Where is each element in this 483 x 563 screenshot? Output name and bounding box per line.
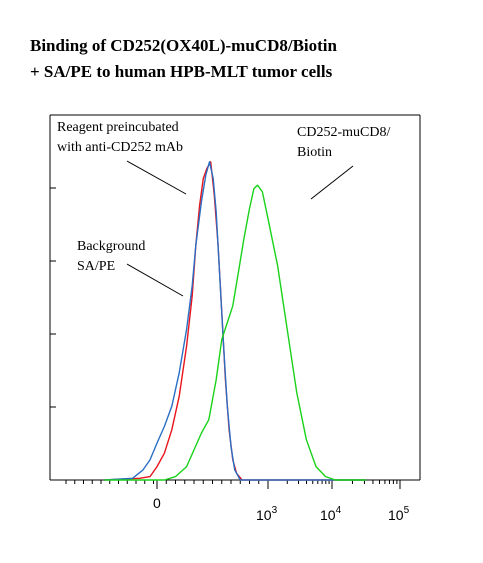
binding-label-line-2: Biotin	[297, 145, 332, 160]
x-tick-label: 105	[388, 505, 410, 523]
chart-title-line-2: + SA/PE to human HPB-MLT tumor cells	[30, 62, 333, 81]
chart-title-line-1: Binding of CD252(OX40L)-muCD8/Biotin	[30, 36, 337, 55]
series-line-background	[104, 161, 366, 481]
series-line-binding	[104, 184, 366, 481]
preincubated-leader-line	[126, 160, 187, 195]
background-leader-line	[126, 263, 184, 297]
x-tick-label: 0	[153, 495, 161, 511]
series-line-preincubated	[104, 161, 366, 481]
preincubated-label-line-2: with anti-CD252 mAb	[57, 140, 183, 155]
background-label-line-1: Background	[77, 239, 145, 254]
series-layer	[104, 161, 366, 481]
x-tick-label: 104	[320, 505, 342, 523]
background-label-line-2: SA/PE	[77, 259, 115, 274]
y-axis-ticks	[50, 114, 56, 481]
binding-leader-line	[310, 165, 354, 200]
preincubated-label-line-1: Reagent preincubated	[57, 120, 179, 135]
x-tick-labels: 0 103 104 105	[153, 495, 410, 523]
binding-label-line-1: CD252-muCD8/	[297, 125, 390, 140]
x-tick-label: 103	[256, 505, 278, 523]
x-axis-ticks	[65, 480, 401, 489]
